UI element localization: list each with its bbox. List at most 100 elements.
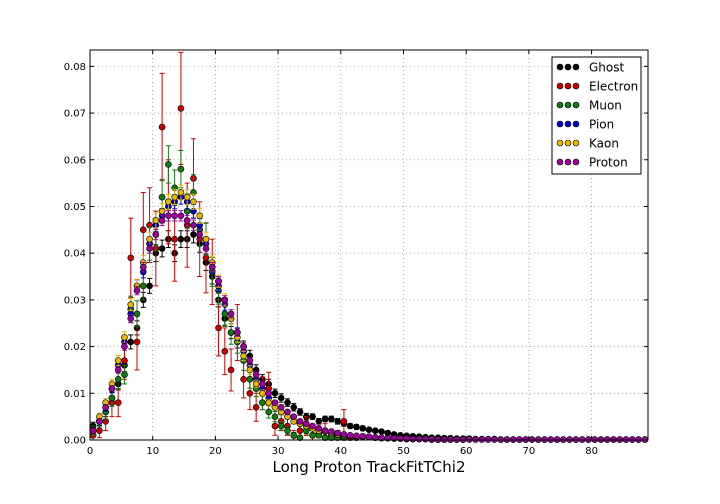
data-point	[215, 324, 222, 332]
legend-marker	[572, 101, 580, 109]
data-point	[202, 235, 210, 243]
legend-item-pion: Pion	[556, 118, 614, 132]
data-point	[328, 428, 335, 435]
data-point	[290, 432, 298, 439]
axes-frame	[89, 49, 649, 441]
y-tick-label: 0.08	[64, 62, 86, 73]
data-point	[152, 217, 160, 224]
data-point	[221, 347, 229, 355]
data-point	[158, 123, 166, 131]
data-point	[183, 217, 191, 224]
data-point	[177, 212, 185, 220]
data-point	[277, 394, 285, 402]
x-tick-label: 70	[523, 446, 536, 457]
data-point	[196, 212, 204, 220]
data-point	[202, 245, 210, 252]
data-point	[265, 399, 272, 406]
legend-marker	[556, 82, 564, 90]
legend-marker	[556, 158, 564, 166]
data-point	[371, 433, 379, 441]
legend-item-electron: Electron	[556, 80, 638, 94]
legend: Ghost Electron Muon Pion Kaon Proton	[551, 56, 642, 175]
data-point	[271, 399, 279, 406]
legend-item-ghost: Ghost	[556, 61, 624, 75]
data-point	[171, 235, 178, 243]
data-point	[259, 380, 266, 388]
legend-marker	[564, 101, 572, 109]
data-point	[165, 212, 172, 220]
y-tick-label: 0.05	[64, 202, 86, 213]
data-point	[271, 413, 279, 420]
data-point	[234, 329, 241, 336]
legend-marker	[572, 158, 580, 166]
data-point	[346, 432, 354, 439]
legend-marker	[556, 139, 564, 147]
legend-item-muon: Muon	[556, 99, 622, 113]
legend-marker	[564, 120, 572, 128]
data-point	[133, 287, 141, 294]
y-tick-label: 0.01	[64, 389, 86, 400]
data-point	[246, 389, 254, 397]
data-point	[127, 254, 135, 262]
data-point	[139, 226, 147, 234]
data-point	[340, 431, 348, 438]
data-point	[240, 343, 247, 350]
legend-marker	[556, 101, 564, 109]
data-point	[252, 371, 260, 378]
data-point	[158, 217, 166, 224]
data-point	[190, 231, 197, 238]
data-point	[321, 415, 329, 423]
data-point	[277, 404, 285, 411]
data-point	[121, 371, 128, 378]
data-point	[246, 366, 254, 374]
data-point	[321, 427, 329, 434]
data-point	[227, 366, 235, 374]
legend-item-proton: Proton	[556, 156, 628, 170]
x-tick-label: 60	[460, 446, 473, 457]
data-point	[133, 338, 141, 346]
data-point	[309, 413, 316, 420]
legend-marker	[572, 120, 580, 128]
data-point	[328, 415, 335, 423]
data-point	[284, 408, 291, 416]
data-point	[121, 333, 128, 341]
data-point	[127, 338, 135, 346]
y-tick-label: 0.06	[64, 155, 86, 166]
data-point	[96, 418, 103, 425]
legend-box	[551, 56, 642, 175]
data-point	[102, 404, 109, 411]
data-point	[158, 245, 166, 252]
data-point	[315, 418, 323, 425]
data-point	[146, 235, 153, 243]
data-point	[240, 352, 247, 360]
data-point	[378, 434, 385, 441]
legend-label: Pion	[589, 118, 614, 132]
axis-ticks: 0 10 20 30 40 50 60 70 80 0.00 0.01 0.02 0.03 0.04 0.0…	[64, 50, 648, 457]
data-point	[152, 231, 160, 238]
data-point	[403, 435, 410, 442]
y-tick-label: 0.04	[64, 249, 86, 260]
data-point	[246, 357, 254, 364]
legend-item-kaon: Kaon	[556, 137, 619, 151]
data-point	[422, 435, 429, 443]
data-point	[121, 357, 128, 364]
x-tick-label: 10	[146, 446, 159, 457]
legend-marker	[564, 63, 572, 71]
data-point	[177, 189, 185, 196]
data-point	[365, 433, 373, 441]
x-tick-label: 80	[585, 446, 598, 457]
legend-label: Ghost	[589, 61, 624, 75]
legend-label: Muon	[589, 99, 622, 113]
x-tick-label: 40	[334, 446, 347, 457]
data-point	[121, 343, 128, 350]
data-point	[165, 161, 172, 168]
legend-label: Electron	[589, 80, 638, 94]
data-point	[303, 420, 310, 427]
data-point	[309, 432, 316, 439]
data-point	[246, 375, 254, 383]
data-point	[252, 380, 260, 388]
data-point	[171, 212, 178, 220]
data-point	[296, 418, 304, 425]
data-point	[271, 389, 279, 397]
